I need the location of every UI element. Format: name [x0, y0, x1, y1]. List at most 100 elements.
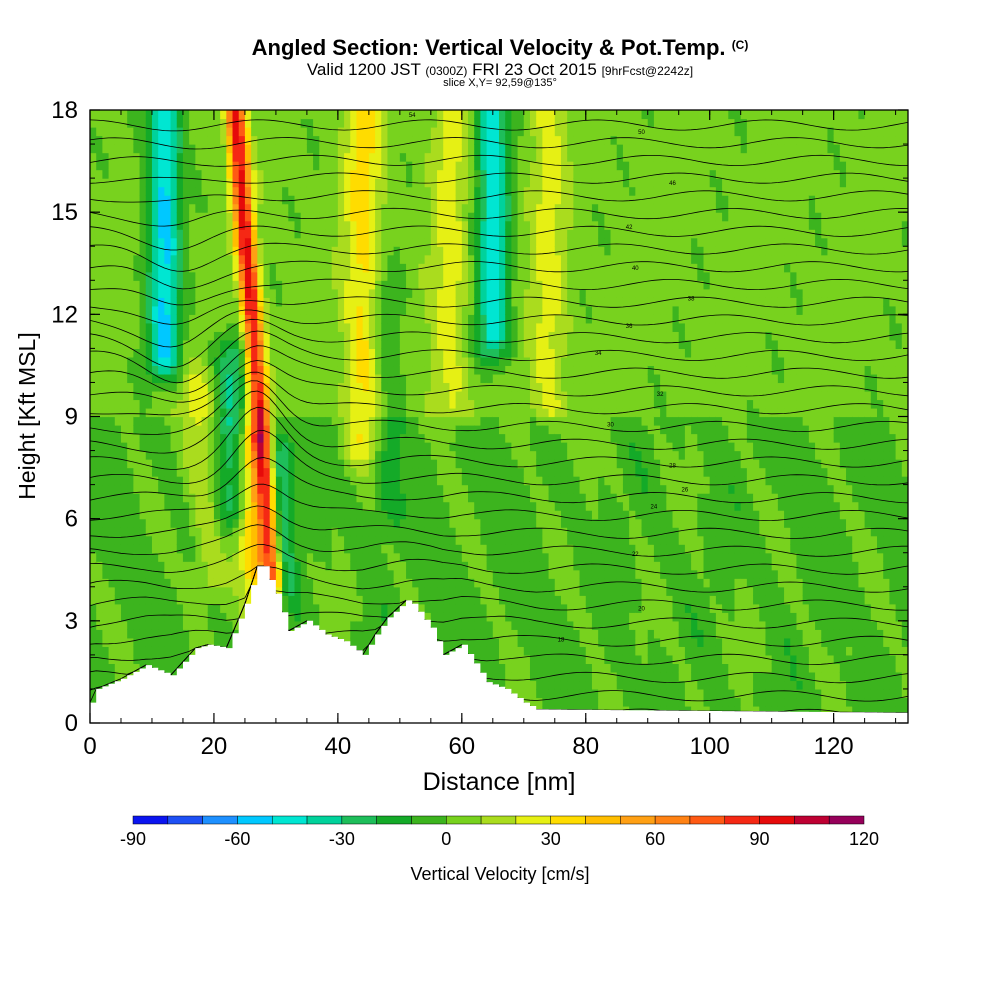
velocity-cell: [511, 484, 519, 494]
velocity-cell: [461, 356, 469, 367]
velocity-cell: [288, 195, 296, 205]
velocity-cell: [424, 195, 432, 205]
velocity-cell: [480, 186, 488, 196]
velocity-cell: [90, 339, 97, 349]
velocity-cell: [344, 433, 351, 443]
velocity-cell: [232, 501, 240, 511]
velocity-cell: [505, 280, 512, 290]
velocity-cell: [244, 212, 252, 222]
velocity-cell: [412, 322, 420, 332]
velocity-cell: [344, 586, 351, 596]
velocity-cell: [244, 501, 252, 511]
velocity-cell: [96, 135, 103, 145]
velocity-cell: [437, 135, 444, 145]
velocity-cell: [331, 527, 339, 537]
velocity-cell: [412, 263, 420, 273]
velocity-cell: [238, 144, 246, 154]
velocity-cell: [499, 144, 506, 154]
velocity-cell: [176, 356, 184, 367]
velocity-cell: [108, 663, 116, 673]
velocity-cell: [213, 450, 221, 460]
velocity-cell: [331, 620, 339, 630]
velocity-cell: [505, 493, 512, 503]
velocity-cell: [381, 561, 389, 571]
velocity-cell: [282, 578, 289, 588]
velocity-cell: [133, 212, 141, 222]
velocity-cell: [257, 263, 265, 273]
velocity-cell: [263, 110, 271, 120]
velocity-cell: [505, 297, 512, 307]
velocity-cell: [96, 237, 103, 247]
velocity-cell: [133, 365, 141, 375]
velocity-cell: [486, 390, 494, 401]
velocity-cell: [288, 246, 296, 256]
velocity-cell: [288, 186, 296, 196]
velocity-cell: [474, 484, 482, 494]
velocity-cell: [455, 203, 463, 213]
velocity-cell: [399, 220, 407, 230]
velocity-cell: [158, 135, 165, 145]
velocity-cell: [127, 382, 134, 392]
velocity-cell: [294, 535, 302, 545]
velocity-cell: [437, 569, 444, 579]
velocity-cell: [350, 459, 358, 469]
velocity-cell: [127, 467, 134, 477]
velocity-cell: [505, 501, 512, 511]
velocity-cell: [430, 501, 438, 511]
velocity-cell: [449, 518, 457, 528]
velocity-cell: [170, 237, 178, 247]
velocity-cell: [96, 203, 103, 213]
velocity-cell: [313, 578, 320, 588]
velocity-cell: [344, 237, 351, 247]
velocity-cell: [430, 152, 438, 162]
velocity-cell: [449, 595, 457, 605]
velocity-cell: [96, 612, 103, 622]
velocity-cell: [325, 339, 333, 349]
velocity-cell: [387, 544, 395, 554]
velocity-cell: [145, 254, 153, 264]
velocity-cell: [387, 314, 395, 324]
velocity-cell: [399, 433, 407, 443]
velocity-cell: [238, 254, 246, 264]
velocity-cell: [244, 425, 252, 435]
velocity-cell: [120, 578, 128, 588]
velocity-cell: [300, 612, 308, 622]
velocity-cell: [207, 271, 215, 281]
velocity-cell: [356, 212, 364, 222]
velocity-cell: [319, 314, 327, 324]
velocity-cell: [244, 339, 252, 349]
velocity-cell: [145, 118, 153, 128]
velocity-cell: [120, 382, 128, 392]
velocity-cell: [133, 195, 141, 205]
velocity-cell: [176, 373, 184, 384]
velocity-cell: [375, 314, 382, 324]
velocity-cell: [437, 297, 444, 307]
velocity-cell: [306, 433, 314, 443]
velocity-cell: [492, 220, 500, 230]
velocity-cell: [399, 442, 407, 452]
velocity-cell: [257, 382, 265, 392]
velocity-cell: [170, 331, 178, 341]
velocity-cell: [319, 501, 327, 511]
velocity-cell: [294, 118, 302, 128]
velocity-cell: [344, 425, 351, 435]
velocity-cell: [195, 620, 203, 630]
velocity-cell: [238, 501, 246, 511]
velocity-cell: [418, 331, 426, 341]
velocity-cell: [387, 144, 395, 154]
velocity-cell: [114, 493, 122, 503]
velocity-cell: [288, 280, 296, 290]
velocity-cell: [424, 203, 432, 213]
velocity-cell: [145, 595, 153, 605]
velocity-cell: [170, 586, 178, 596]
velocity-cell: [294, 433, 302, 443]
velocity-cell: [182, 459, 190, 469]
velocity-cell: [344, 552, 351, 562]
velocity-cell: [356, 527, 364, 537]
velocity-cell: [468, 263, 475, 273]
velocity-cell: [461, 459, 469, 469]
velocity-cell: [424, 271, 432, 281]
velocity-cell: [356, 595, 364, 605]
velocity-cell: [170, 127, 178, 137]
velocity-cell: [461, 339, 469, 349]
